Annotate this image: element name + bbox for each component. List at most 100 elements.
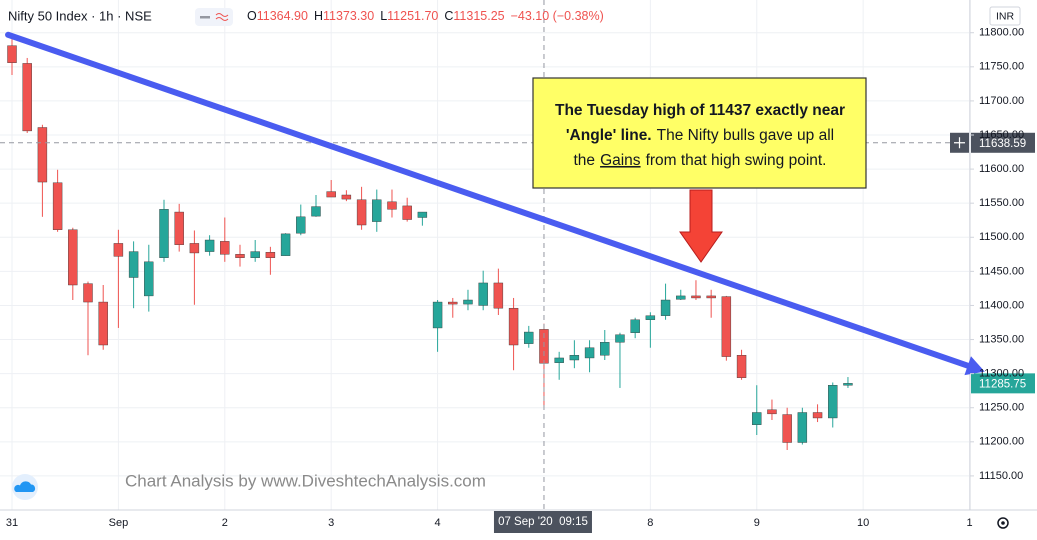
crosshair-time-label: 07 Sep '20 09:15 — [498, 516, 588, 528]
ohlc-value: 11315.25 — [453, 9, 504, 23]
candle-body — [235, 254, 245, 258]
candle-body — [615, 334, 625, 343]
y-tick-label: 11350.00 — [979, 333, 1024, 345]
y-tick-label: 11450.00 — [979, 265, 1024, 277]
candle-body — [493, 282, 504, 309]
down-arrow — [679, 189, 723, 263]
last-price-label: 11285.75 — [979, 378, 1026, 390]
callout-text: the — [574, 152, 596, 169]
candle-body — [584, 347, 595, 359]
candle-body — [372, 199, 382, 222]
candle-body — [22, 63, 32, 132]
x-tick-label: 31 — [6, 517, 18, 529]
y-tick-label: 11700.00 — [979, 95, 1024, 107]
candle-body — [508, 307, 519, 346]
ohlc-value: 11251.70 — [387, 9, 438, 23]
candle-body — [98, 301, 108, 346]
crosshair-price-label: 11638.59 — [979, 138, 1026, 150]
candle-body — [280, 233, 291, 256]
toggle-icon — [215, 13, 229, 21]
candle-body — [326, 191, 336, 198]
callout-line: the Gains from that high swing point. — [574, 152, 827, 169]
y-tick-label: 11250.00 — [979, 402, 1024, 414]
toggle-icon — [200, 16, 210, 19]
callout-underlined: Gains — [600, 152, 641, 169]
y-tick-label: 11400.00 — [979, 299, 1024, 311]
callout-text: from that high swing point. — [646, 152, 827, 169]
currency-box[interactable] — [989, 6, 1021, 26]
callout-box — [532, 77, 867, 189]
callout-text: The Nifty bulls gave up all — [657, 127, 834, 144]
candle-body — [189, 243, 200, 254]
candle-body — [721, 296, 732, 357]
candle-body — [448, 301, 458, 305]
candle-body — [128, 251, 139, 278]
candle-body — [569, 355, 580, 361]
trend-line — [5, 31, 971, 369]
logo-cloud — [14, 481, 36, 492]
watermark: Chart Analysis by www.DiveshtechAnalysis… — [125, 471, 486, 490]
indicator-toggle[interactable] — [195, 8, 233, 26]
candle-body — [630, 319, 640, 333]
plus-icon — [954, 137, 965, 149]
grid — [0, 0, 971, 510]
settings-icon[interactable] — [997, 517, 1009, 529]
candle-body — [691, 295, 701, 299]
x-tick-label: 10 — [857, 517, 869, 529]
x-tick-label: 8 — [647, 517, 653, 529]
candle-body — [265, 252, 276, 258]
candle-body — [828, 385, 838, 419]
candle-body — [524, 331, 534, 344]
candle-body — [52, 182, 63, 230]
candle-body — [797, 412, 808, 443]
candle-body — [645, 315, 656, 320]
candle-body — [311, 206, 321, 217]
y-tick-label: 11600.00 — [979, 163, 1024, 175]
candle-body — [37, 127, 48, 183]
candle-body — [432, 301, 443, 329]
y-tick-label: 11500.00 — [979, 231, 1024, 243]
trend-arrowhead — [964, 356, 985, 376]
candle-body — [356, 199, 367, 226]
candle-body — [402, 205, 412, 220]
x-tick-label: 3 — [328, 517, 334, 529]
change-value: −43.10 (−0.38%) — [511, 9, 604, 23]
candle-body — [417, 211, 428, 218]
y-tick-label: 11800.00 — [979, 27, 1024, 39]
x-tick-label: 1 — [966, 517, 972, 529]
overlay: 11638.59 11285.75 07 Sep '20 09:15 — [5, 31, 1035, 533]
ohlc-legend: O11364.90 H11373.30 L11251.70 C11315.25 −43.… — [247, 9, 604, 23]
y-tick-label: 11150.00 — [979, 470, 1023, 482]
candle-body — [83, 283, 93, 303]
gear-center — [1001, 521, 1005, 525]
candle-body — [387, 201, 397, 210]
candle-body — [554, 357, 564, 363]
candle-body — [660, 299, 671, 316]
crosshair-time-badge — [493, 511, 592, 533]
ohlc-key: L — [380, 9, 387, 23]
callout-bold: 'Angle' line. — [566, 127, 652, 144]
candle-body — [68, 229, 78, 286]
callout-line: The Tuesday high of 11437 exactly near — [555, 102, 845, 119]
callout-line: 'Angle' line. The Nifty bulls gave up all — [566, 127, 834, 144]
candle-body — [843, 383, 853, 386]
candle-body — [767, 409, 777, 415]
candle-body — [296, 216, 306, 234]
plot — [0, 0, 970, 510]
ohlc-key: C — [444, 9, 453, 23]
candle-body — [600, 342, 610, 356]
candle-body — [736, 355, 747, 378]
candle-body — [250, 251, 260, 258]
logo — [12, 474, 38, 500]
ohlc-value: 11373.30 — [323, 9, 374, 23]
candle-body — [463, 299, 473, 305]
last-price-badge — [971, 373, 1035, 394]
candle-body — [706, 295, 716, 299]
candle-body — [174, 211, 184, 245]
candle-body — [144, 261, 154, 297]
candle-body — [113, 243, 124, 257]
gear[interactable] — [997, 517, 1009, 529]
toggle-bg[interactable] — [195, 8, 233, 26]
candle-body — [782, 414, 792, 443]
candle-body — [7, 45, 17, 63]
